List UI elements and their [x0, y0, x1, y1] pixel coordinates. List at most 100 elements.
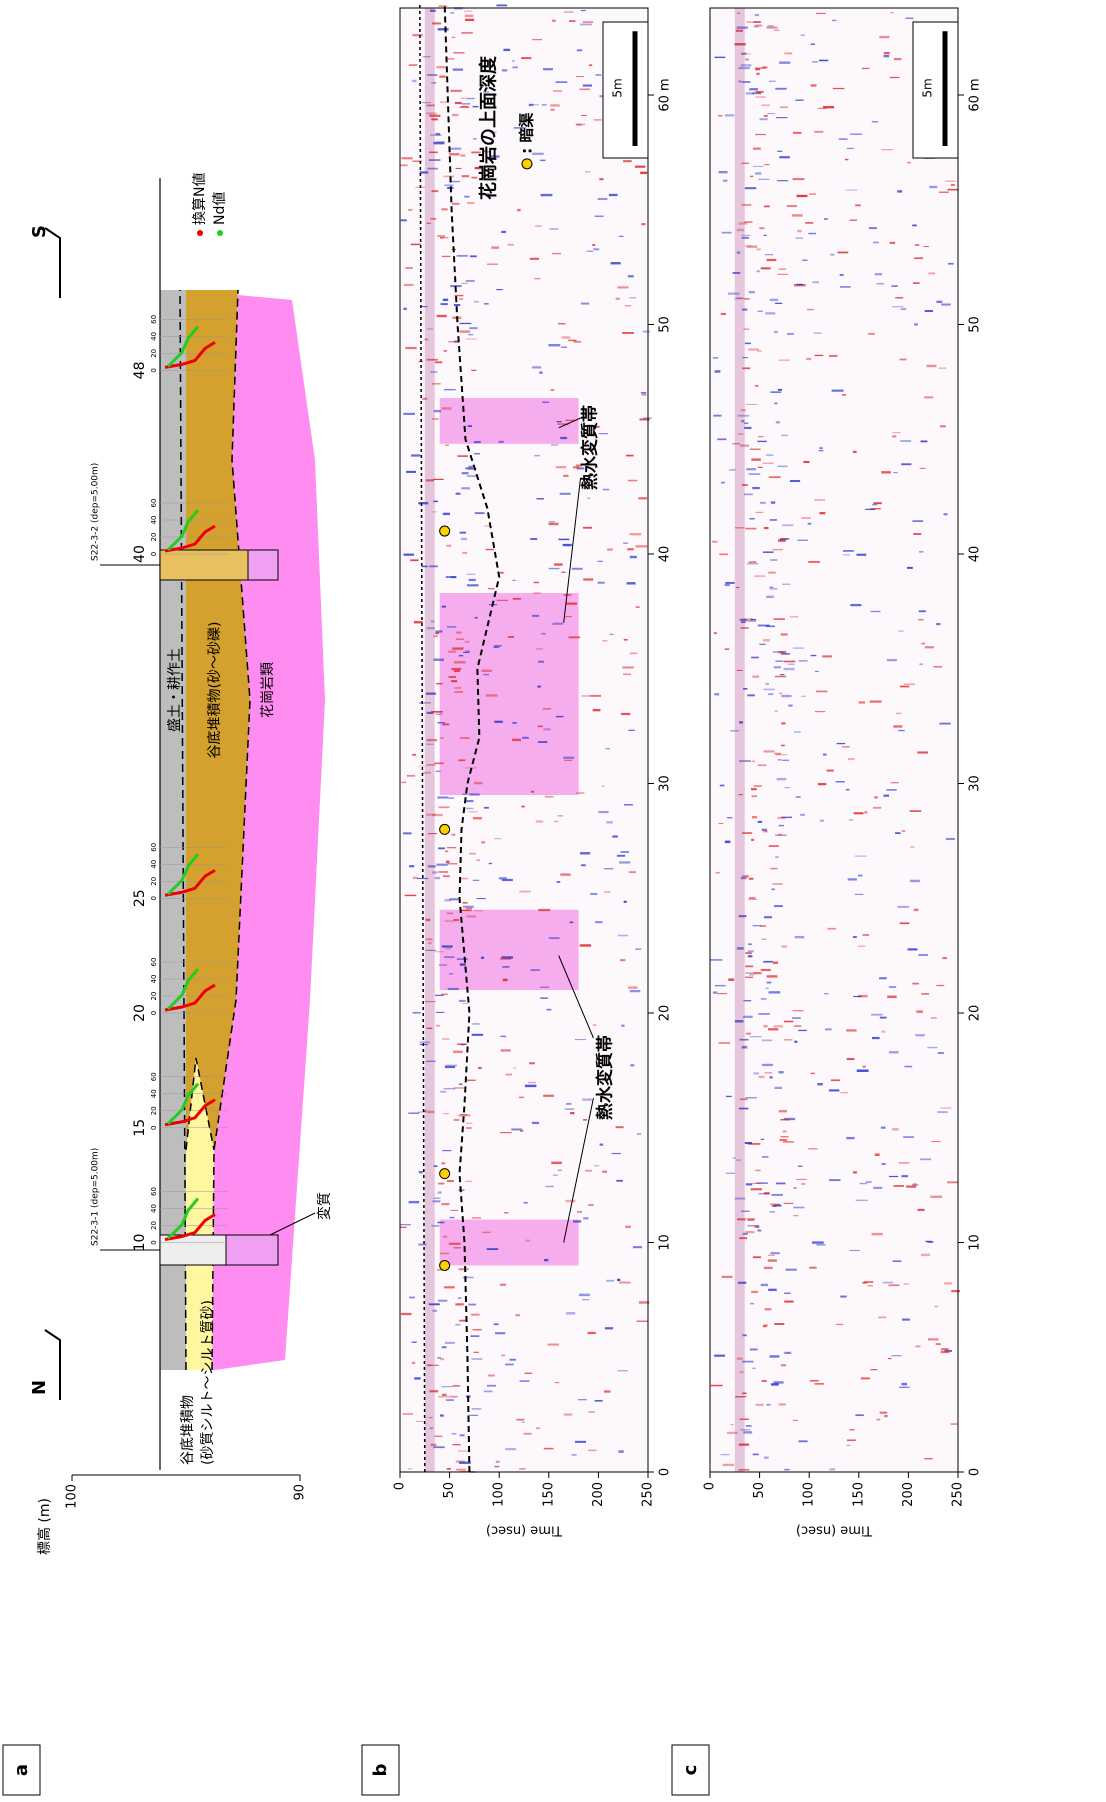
nvalue-tick: 0	[150, 1240, 158, 1244]
y-tick-label: 0	[703, 1482, 718, 1490]
borehole-label: S22-3-2 (dep=5.00m)	[91, 463, 101, 561]
y-tick-label: 150	[851, 1482, 866, 1507]
nvalue-tick: 20	[150, 1106, 158, 1115]
x-tick-label: 30	[658, 775, 673, 792]
nvalue-tick: 40	[150, 860, 158, 869]
borehole-label: S22-3-1 (dep=5.00m)	[91, 1148, 101, 1246]
distance-label: 48	[132, 361, 148, 379]
y-tick-label: 0	[393, 1482, 408, 1490]
x-tick-label: 0	[658, 1468, 673, 1476]
distance-label: 10	[132, 1234, 148, 1252]
nvalue-tick: 20	[150, 349, 158, 358]
alteration-zone	[440, 398, 579, 444]
y-tick-label: 50	[442, 1482, 457, 1499]
legend-entry: Nd値	[212, 192, 228, 225]
alteration-label: 熱水変質帯	[579, 405, 600, 490]
unit-label: 盛土・耕作土	[166, 648, 183, 732]
x-tick-label: 30	[968, 775, 983, 792]
x-tick-label: 10	[968, 1234, 983, 1251]
alteration-zone	[440, 1220, 579, 1266]
culvert-marker	[440, 1169, 450, 1179]
y-tick-label: 90	[293, 1484, 308, 1501]
y-tick-label: 100	[802, 1482, 817, 1507]
y-axis-label: Time (nsec)	[796, 1523, 873, 1538]
distance-label: 25	[132, 889, 148, 907]
nvalue-tick: 60	[150, 1072, 158, 1081]
radar-background	[710, 8, 958, 1472]
culvert-marker	[440, 824, 450, 834]
reflection-band	[735, 8, 745, 1472]
y-axis-label: 標高 (m)	[36, 1498, 53, 1555]
south-label: S	[29, 225, 50, 238]
reflection-band	[425, 8, 435, 1472]
y-tick-label: 200	[591, 1482, 606, 1507]
unit-label: (砂質シルト〜シルト質砂)	[200, 1300, 216, 1465]
y-tick-label: 250	[641, 1482, 656, 1507]
nvalue-tick: 20	[150, 1221, 158, 1230]
nvalue-tick: 60	[150, 1187, 158, 1196]
nvalue-tick: 40	[150, 1089, 158, 1098]
x-tick-label: 60 m	[968, 78, 983, 111]
panel-label: b	[370, 1763, 391, 1776]
legend-swatch	[197, 230, 203, 236]
alteration-label: 熱水変質帯	[594, 1035, 615, 1120]
unit-label: 谷底堆積物	[180, 1395, 196, 1465]
nvalue-tick: 20	[150, 877, 158, 886]
y-tick-label: 100	[492, 1482, 507, 1507]
y-tick-label: 150	[541, 1482, 556, 1507]
y-tick-label: 100	[65, 1484, 80, 1509]
unit-label: 花崗岩類	[260, 662, 276, 718]
borehole-column-lower	[248, 550, 278, 580]
scale-label: 5m	[611, 78, 625, 97]
nvalue-tick: 40	[150, 332, 158, 341]
alteration-zone	[440, 910, 579, 990]
borehole-column-lower	[226, 1235, 278, 1265]
nvalue-tick: 0	[150, 552, 158, 556]
panel-label: c	[680, 1765, 701, 1776]
nvalue-tick: 40	[150, 975, 158, 984]
culvert-marker	[440, 526, 450, 536]
x-tick-label: 20	[968, 1005, 983, 1022]
nvalue-tick: 40	[150, 516, 158, 525]
x-tick-label: 20	[658, 1005, 673, 1022]
nvalue-tick: 0	[150, 368, 158, 372]
culvert-marker	[440, 1260, 450, 1270]
figure-body: S22-3-1 (dep=5.00m) S22-3-2 (dep=5.00m) …	[3, 3, 983, 1795]
legend-entry: 換算N値	[192, 173, 208, 225]
granite-top-label: 花崗岩の上面深度	[477, 55, 499, 200]
figure: S22-3-1 (dep=5.00m) S22-3-2 (dep=5.00m) …	[0, 0, 1106, 1798]
distance-label: 40	[132, 545, 148, 563]
nvalue-tick: 60	[150, 315, 158, 324]
nvalue-tick: 0	[150, 896, 158, 900]
x-tick-label: 0	[968, 1468, 983, 1476]
x-tick-label: 60 m	[658, 78, 673, 111]
x-tick-label: 50	[658, 316, 673, 333]
nvalue-tick: 20	[150, 533, 158, 542]
x-tick-label: 40	[968, 546, 983, 563]
nvalue-tick: 40	[150, 1204, 158, 1213]
nvalue-tick: 60	[150, 499, 158, 508]
distance-label: 20	[132, 1004, 148, 1022]
scale-label: 5m	[921, 78, 935, 97]
y-axis-label: Time (nsec)	[486, 1523, 563, 1538]
distance-label: 15	[132, 1119, 148, 1137]
unit-label: 谷底堆積物(砂〜砂礫)	[207, 622, 223, 759]
nvalue-tick: 60	[150, 958, 158, 967]
north-label: N	[29, 1380, 50, 1395]
x-tick-label: 10	[658, 1234, 673, 1251]
y-tick-label: 250	[951, 1482, 966, 1507]
x-tick-label: 40	[658, 546, 673, 563]
nvalue-tick: 60	[150, 843, 158, 852]
y-tick-label: 50	[752, 1482, 767, 1499]
fill-unit	[160, 290, 186, 1370]
y-tick-label: 200	[901, 1482, 916, 1507]
alteration-label: 変質	[316, 1192, 333, 1220]
culvert-legend-marker	[522, 159, 532, 169]
legend-swatch	[217, 230, 223, 236]
nvalue-tick: 0	[150, 1011, 158, 1015]
culvert-legend: : 暗渠	[517, 113, 535, 154]
x-tick-label: 50	[968, 316, 983, 333]
nvalue-tick: 0	[150, 1126, 158, 1130]
nvalue-tick: 20	[150, 992, 158, 1001]
panel-label: a	[11, 1764, 32, 1776]
